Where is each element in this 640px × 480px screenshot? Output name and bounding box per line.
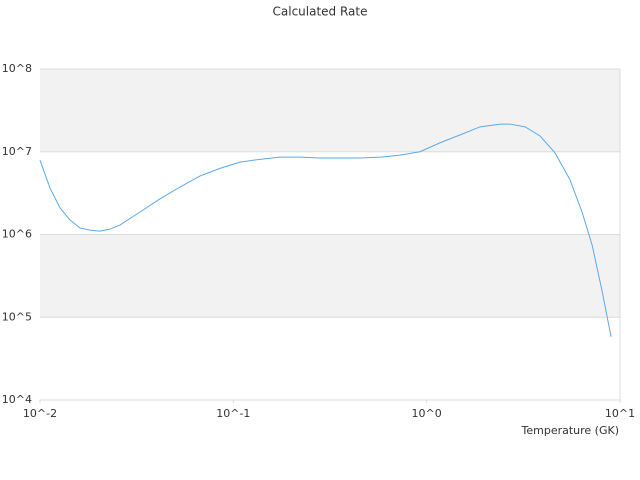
grid-band [40,69,620,152]
grid-band [40,234,620,318]
y-tick-label: 10^7 [2,145,32,158]
y-tick-label: 10^5 [2,310,32,323]
plot-background [40,69,620,318]
chart-title: Calculated Rate [273,5,368,19]
x-tick-label: 10^0 [412,407,442,420]
data-line [39,123,612,337]
y-tick-label: 10^6 [2,228,32,241]
y-tick-label: 10^4 [2,393,32,406]
y-tick-label: 10^8 [2,62,32,75]
x-tick-label: 10^-2 [23,407,57,420]
x-axis-label: Temperature (GK) [521,424,620,437]
x-tick-label: 10^1 [605,407,635,420]
x-tick-label: 10^-1 [216,407,250,420]
